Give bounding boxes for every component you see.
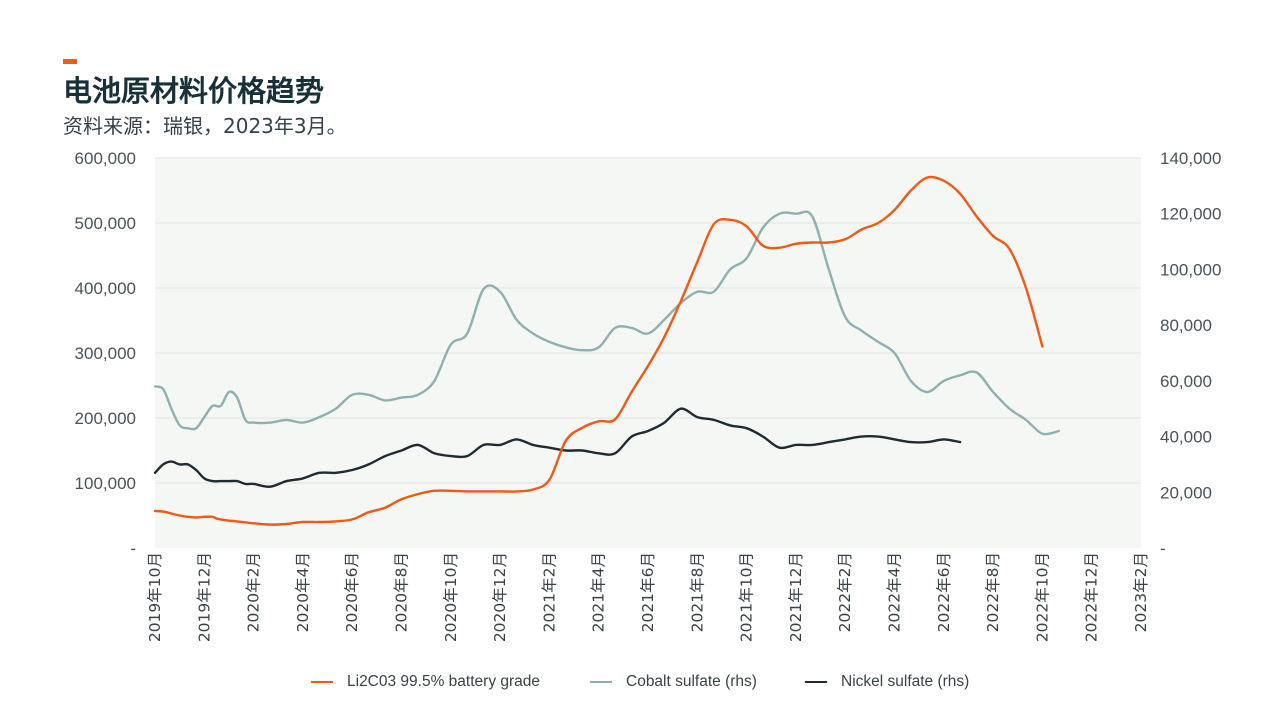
x-tick-label: 2022年6月 <box>935 552 953 632</box>
x-tick-label: 2020年12月 <box>491 552 509 642</box>
legend-item-lithium: Li2C03 99.5% battery grade <box>311 670 540 694</box>
x-tick-label: 2022年2月 <box>836 552 854 632</box>
legend-swatch-lithium <box>311 681 333 683</box>
gridlines <box>155 157 1141 484</box>
right-axis: - 20,000 40,000 60,000 80,000 100,000 120,000 1… <box>1160 149 1221 558</box>
x-tick-label: 2019年12月 <box>195 552 213 642</box>
legend: Li2C03 99.5% battery grade Cobalt sulfat… <box>0 670 1280 694</box>
x-tick-label: 2022年4月 <box>886 552 904 632</box>
x-tick-label: 2020年4月 <box>294 552 312 632</box>
right-tick-label: 80,000 <box>1160 316 1212 335</box>
series-lines <box>153 175 1060 526</box>
right-tick-label: 20,000 <box>1160 483 1212 502</box>
left-tick-label: 500,000 <box>75 214 136 233</box>
x-tick-label: 2021年8月 <box>688 552 706 632</box>
x-axis: 2019年10月 2019年12月 2020年2月 2020年4月 2020年6月 202… <box>146 552 1150 642</box>
legend-label-lithium: Li2C03 99.5% battery grade <box>347 673 541 690</box>
x-tick-label: 2020年6月 <box>343 552 361 632</box>
x-tick-label: 2021年12月 <box>787 552 805 642</box>
legend-item-nickel: Nickel sulfate (rhs) <box>805 670 969 694</box>
chart-title: 电池原材料价格趋势 <box>63 74 325 108</box>
x-tick-label: 2020年10月 <box>442 552 460 642</box>
right-tick-label: 100,000 <box>1160 260 1221 279</box>
x-tick-label: 2021年2月 <box>540 552 558 632</box>
series-nickel-line <box>153 407 962 488</box>
x-tick-label: 2019年10月 <box>146 552 164 642</box>
left-tick-label: 600,000 <box>75 149 136 168</box>
accent-bar <box>63 59 77 64</box>
left-tick-label: - <box>130 539 136 558</box>
legend-label-nickel: Nickel sulfate (rhs) <box>841 673 970 690</box>
series-lithium-line <box>153 175 1044 526</box>
x-tick-label: 2022年8月 <box>984 552 1002 632</box>
x-tick-label: 2023年2月 <box>1132 552 1150 632</box>
right-tick-label: 40,000 <box>1160 428 1212 447</box>
legend-swatch-cobalt <box>590 681 612 683</box>
x-tick-label: 2022年12月 <box>1083 552 1101 642</box>
right-tick-label: 140,000 <box>1160 149 1221 168</box>
left-tick-label: 300,000 <box>75 344 136 363</box>
x-tick-label: 2020年2月 <box>245 552 263 632</box>
chart-subtitle: 资料来源：瑞银，2023年3月。 <box>63 114 347 138</box>
x-tick-label: 2020年8月 <box>393 552 411 632</box>
right-tick-label: 120,000 <box>1160 205 1221 224</box>
left-tick-label: 100,000 <box>75 474 136 493</box>
left-axis: - 100,000 200,000 300,000 400,000 500,000 600,… <box>75 149 136 558</box>
x-tick-label: 2021年4月 <box>590 552 608 632</box>
x-tick-label: 2021年6月 <box>639 552 657 632</box>
right-tick-label: 60,000 <box>1160 372 1212 391</box>
right-tick-label: - <box>1160 539 1166 558</box>
legend-swatch-nickel <box>805 681 827 683</box>
left-tick-label: 200,000 <box>75 409 136 428</box>
legend-item-cobalt: Cobalt sulfate (rhs) <box>590 670 757 694</box>
left-tick-label: 400,000 <box>75 279 136 298</box>
x-tick-label: 2022年10月 <box>1033 552 1051 642</box>
x-tick-label: 2021年10月 <box>738 552 756 642</box>
series-cobalt-line <box>153 210 1060 436</box>
legend-label-cobalt: Cobalt sulfate (rhs) <box>626 673 757 690</box>
